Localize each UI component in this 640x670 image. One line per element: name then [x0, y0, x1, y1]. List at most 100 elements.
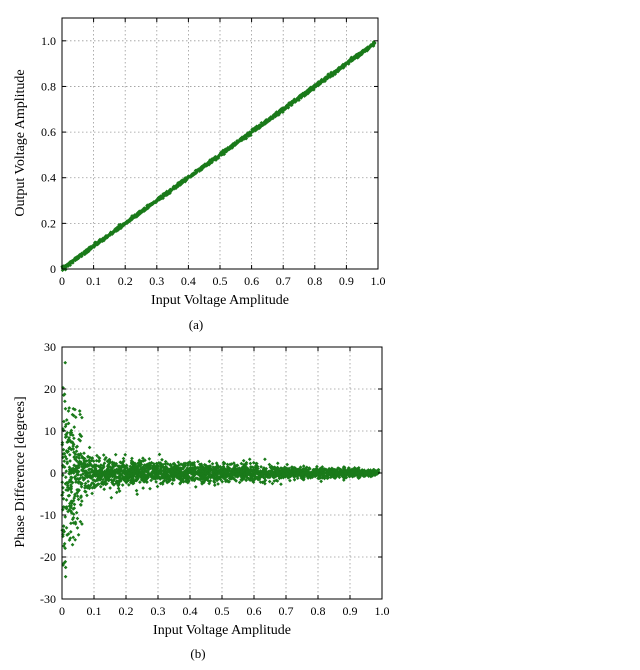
x-tick-label: 0.9 — [339, 274, 354, 288]
data-point — [165, 466, 169, 470]
x-tick-label: 1.0 — [375, 604, 390, 618]
data-point — [212, 483, 217, 487]
data-point — [274, 466, 278, 471]
data-point — [92, 478, 96, 483]
data-point — [206, 161, 211, 165]
data-point — [163, 459, 168, 464]
y-tick-label: 30 — [44, 340, 56, 354]
data-point — [153, 476, 158, 481]
data-point — [222, 149, 226, 154]
data-point — [236, 468, 241, 473]
data-point — [143, 473, 148, 477]
x-tick-label: 0.5 — [215, 604, 230, 618]
data-point — [263, 471, 268, 475]
data-point — [332, 70, 336, 75]
data-point — [135, 467, 140, 472]
data-point — [72, 494, 77, 498]
data-point — [140, 467, 145, 472]
data-point — [308, 475, 313, 480]
x-tick-label: 0 — [59, 274, 65, 288]
data-point — [165, 476, 170, 481]
data-point — [287, 470, 292, 474]
data-point — [158, 470, 162, 475]
data-point — [72, 425, 77, 429]
x-tick-label: 0.1 — [86, 274, 101, 288]
data-point — [69, 486, 74, 491]
data-point — [104, 473, 109, 478]
data-point — [126, 473, 131, 478]
data-point — [75, 494, 80, 498]
data-point — [151, 468, 156, 473]
data-point — [358, 470, 363, 474]
data-point — [220, 467, 224, 471]
data-point — [275, 461, 280, 466]
data-point — [65, 483, 70, 488]
data-point — [212, 466, 216, 471]
data-point — [182, 475, 187, 480]
data-point — [341, 478, 346, 482]
data-point — [284, 471, 289, 476]
data-point — [298, 472, 303, 476]
data-point — [155, 484, 160, 489]
data-point — [170, 481, 175, 486]
data-point — [131, 469, 136, 473]
y-tick-label: 0 — [50, 466, 56, 480]
data-point — [68, 536, 73, 541]
data-point — [211, 475, 215, 480]
x-axis-label-b: Input Voltage Amplitude — [153, 623, 291, 638]
data-point — [289, 472, 294, 477]
y-axis-label-a: Output Voltage Amplitude — [13, 69, 28, 216]
data-point — [109, 495, 114, 500]
data-point — [190, 467, 195, 472]
data-point — [141, 456, 145, 461]
data-point — [110, 460, 115, 465]
data-point — [179, 478, 184, 482]
y-ticks-b: -30 -20 -10 0 10 20 30 — [40, 340, 382, 606]
data-point — [100, 481, 105, 485]
data-point — [133, 465, 138, 470]
data-point — [63, 360, 68, 365]
data-point — [105, 234, 110, 238]
data-point — [208, 158, 212, 162]
x-tick-label: 0.4 — [181, 274, 196, 288]
data-point — [79, 461, 84, 466]
data-point — [199, 472, 203, 476]
data-point — [154, 199, 158, 203]
data-point — [109, 467, 114, 471]
data-point — [93, 467, 98, 471]
data-point — [62, 392, 67, 397]
data-point — [194, 168, 198, 173]
data-point — [103, 457, 107, 462]
data-point — [269, 473, 274, 478]
data-point — [153, 474, 158, 478]
data-point — [102, 487, 107, 492]
data-point — [158, 196, 163, 201]
data-point — [79, 473, 83, 478]
data-point — [121, 456, 126, 461]
data-point — [320, 468, 325, 472]
data-point — [157, 475, 161, 479]
data-point — [310, 87, 314, 92]
data-point — [269, 466, 274, 471]
data-point — [135, 470, 139, 475]
x-tick-label: 0.3 — [151, 604, 166, 618]
data-point — [214, 466, 219, 470]
data-point — [251, 465, 255, 470]
data-point — [72, 436, 76, 441]
data-point — [86, 479, 90, 484]
y-tick-label: 0 — [50, 262, 56, 276]
data-point — [234, 474, 238, 479]
data-point — [67, 452, 72, 457]
data-point — [68, 530, 73, 534]
chart-b: 0 0.1 0.2 0.3 0.4 0.5 0.6 0.7 0.8 0.9 1.0 -30 -20 -1… — [13, 340, 390, 661]
data-point — [260, 480, 265, 485]
data-point — [114, 461, 119, 466]
data-point — [193, 485, 198, 489]
data-point — [363, 49, 367, 53]
data-point — [149, 473, 153, 478]
data-point — [135, 492, 140, 497]
y-axis-label-b: Phase Difference [degrees] — [13, 396, 28, 547]
data-point — [273, 473, 278, 478]
data-point — [80, 415, 84, 420]
